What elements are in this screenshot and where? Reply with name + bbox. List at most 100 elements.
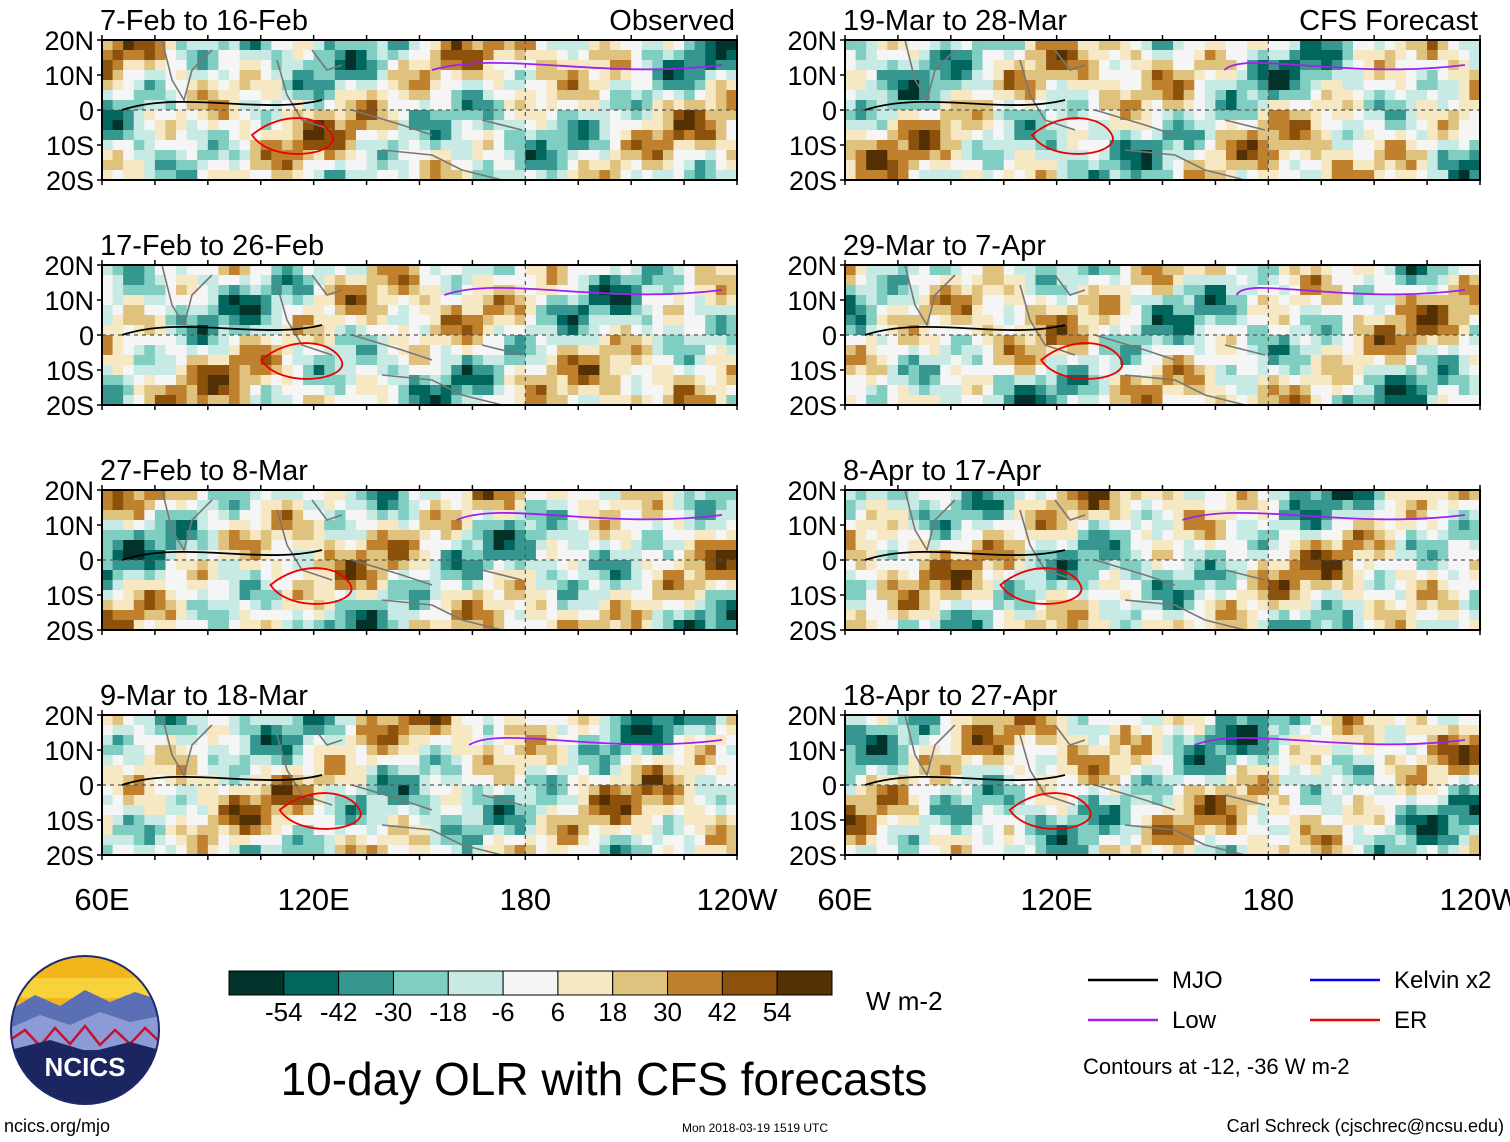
olr-cell (461, 385, 473, 396)
olr-cell (1099, 100, 1110, 111)
olr-cell (504, 275, 516, 286)
olr-cell (1204, 275, 1216, 286)
olr-cell (673, 395, 685, 406)
olr-cell (1088, 385, 1100, 396)
olr-cell (377, 520, 389, 531)
olr-cell (260, 365, 272, 376)
olr-cell (144, 345, 156, 356)
olr-cell (165, 160, 177, 171)
olr-cell (292, 620, 304, 631)
olr-cell (897, 325, 909, 336)
olr-cell (366, 50, 378, 61)
olr-cell (588, 265, 600, 276)
olr-cell (567, 375, 579, 386)
olr-cell (102, 835, 113, 846)
olr-cell (1183, 140, 1195, 151)
olr-cell (1088, 170, 1100, 181)
olr-cell (483, 590, 494, 601)
olr-cell (440, 725, 452, 736)
olr-cell (715, 170, 727, 181)
olr-cell (1035, 295, 1047, 306)
olr-cell (1141, 140, 1153, 151)
olr-cell (705, 100, 717, 111)
olr-cell (1204, 285, 1216, 296)
olr-cell (377, 385, 389, 396)
olr-cell (1437, 110, 1449, 121)
olr-cell (525, 375, 537, 386)
olr-cell (461, 715, 473, 726)
olr-cell (1384, 70, 1396, 81)
olr-cell (303, 110, 315, 121)
olr-cell (398, 550, 410, 561)
olr-cell (281, 170, 293, 181)
olr-cell (1046, 120, 1058, 131)
olr-cell (239, 610, 251, 621)
olr-cell (281, 355, 293, 366)
olr-cell (1310, 100, 1322, 111)
olr-cell (250, 50, 262, 61)
olr-cell (324, 120, 336, 131)
olr-cell (123, 590, 135, 601)
olr-cell (345, 805, 357, 816)
olr-cell (855, 80, 867, 91)
olr-cell (1215, 50, 1227, 61)
olr-cell (430, 335, 442, 346)
olr-cell (1099, 130, 1110, 141)
olr-cell (493, 785, 505, 796)
olr-cell (440, 610, 452, 621)
olr-cell (239, 620, 251, 631)
olr-cell (982, 170, 994, 181)
olr-cell (461, 90, 473, 101)
olr-cell (1056, 295, 1068, 306)
olr-cell (334, 395, 346, 406)
olr-cell (239, 815, 251, 826)
olr-cell (673, 785, 685, 796)
olr-cell (430, 160, 442, 171)
olr-cell (684, 150, 696, 161)
olr-cell (387, 785, 399, 796)
olr-cell (493, 795, 505, 806)
olr-cell (982, 140, 994, 151)
olr-cell (281, 385, 293, 396)
olr-cell (451, 335, 463, 346)
olr-cell (525, 570, 537, 581)
olr-cell (982, 285, 994, 296)
olr-cell (430, 40, 442, 51)
olr-cell (535, 815, 547, 826)
olr-cell (218, 510, 230, 521)
olr-cell (950, 60, 962, 71)
olr-cell (694, 345, 706, 356)
olr-cell (694, 735, 706, 746)
olr-cell (1109, 90, 1121, 101)
olr-cell (1067, 385, 1079, 396)
olr-cell (1024, 375, 1036, 386)
olr-cell (684, 365, 696, 376)
olr-cell (1173, 365, 1185, 376)
olr-cell (377, 835, 389, 846)
olr-cell (662, 715, 674, 726)
olr-cell (408, 735, 420, 746)
olr-cell (876, 130, 888, 141)
olr-cell (726, 150, 738, 161)
olr-cell (929, 315, 941, 326)
olr-cell (165, 795, 177, 806)
olr-cell (578, 90, 590, 101)
olr-cell (430, 120, 442, 131)
olr-cell (1247, 70, 1259, 81)
olr-cell (652, 120, 664, 131)
olr-cell (1173, 395, 1185, 406)
olr-cell (387, 620, 399, 631)
olr-cell (451, 845, 463, 856)
olr-cell (176, 40, 188, 51)
olr-cell (102, 815, 113, 826)
olr-cell (1353, 60, 1364, 71)
olr-cell (250, 150, 262, 161)
olr-cell (588, 735, 600, 746)
olr-cell (1469, 110, 1481, 121)
olr-cell (493, 540, 505, 551)
olr-cell (1194, 315, 1206, 326)
olr-cell (229, 395, 240, 406)
olr-cell (207, 805, 219, 816)
olr-cell (705, 610, 717, 621)
olr-cell (673, 160, 685, 171)
